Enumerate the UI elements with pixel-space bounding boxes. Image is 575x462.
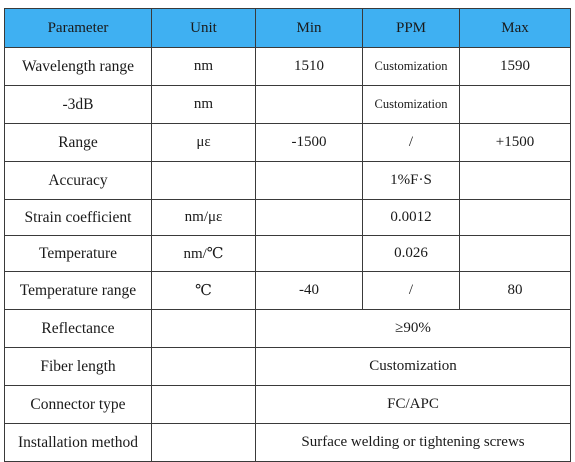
table-row: Reflectance ≥90% — [4, 309, 571, 348]
table-row: Range με -1500 / +1500 — [4, 123, 571, 162]
unit-cell — [151, 385, 256, 424]
header-min: Min — [255, 8, 363, 48]
table-row: Connector type FC/APC — [4, 385, 571, 424]
max-cell: +1500 — [459, 123, 571, 162]
unit-cell — [151, 161, 256, 200]
max-cell — [459, 161, 571, 200]
ppm-cell: Customization — [362, 85, 460, 124]
table-row: Strain coefficient nm/με 0.0012 — [4, 199, 571, 236]
parameter-cell: Installation method — [4, 423, 152, 462]
specification-table: Parameter Unit Min PPM Max Wavelength ra… — [4, 8, 571, 462]
table-row: Installation method Surface welding or t… — [4, 423, 571, 462]
table-row: Wavelength range nm 1510 Customization 1… — [4, 47, 571, 86]
ppm-cell: / — [362, 123, 460, 162]
table-row: Accuracy 1%F·S — [4, 161, 571, 200]
table-row: Temperature range ℃ -40 / 80 — [4, 271, 571, 310]
unit-cell: nm/℃ — [151, 235, 256, 272]
merged-value-cell: Customization — [255, 347, 571, 386]
header-parameter: Parameter — [4, 8, 152, 48]
header-unit: Unit — [151, 8, 256, 48]
merged-value-cell: Surface welding or tightening screws — [255, 423, 571, 462]
header-row: Parameter Unit Min PPM Max — [4, 8, 571, 48]
parameter-cell: Temperature range — [4, 271, 152, 310]
ppm-cell: / — [362, 271, 460, 310]
merged-value-cell: ≥90% — [255, 309, 571, 348]
table-row: -3dB nm Customization — [4, 85, 571, 124]
unit-cell: nm — [151, 47, 256, 86]
table-row: Fiber length Customization — [4, 347, 571, 386]
merged-value-cell: FC/APC — [255, 385, 571, 424]
unit-cell: με — [151, 123, 256, 162]
parameter-cell: Wavelength range — [4, 47, 152, 86]
unit-cell — [151, 309, 256, 348]
header-ppm: PPM — [362, 8, 460, 48]
parameter-cell: -3dB — [4, 85, 152, 124]
min-cell: 1510 — [255, 47, 363, 86]
max-cell — [459, 199, 571, 236]
table-row: Temperature nm/℃ 0.026 — [4, 235, 571, 272]
max-cell: 1590 — [459, 47, 571, 86]
parameter-cell: Fiber length — [4, 347, 152, 386]
unit-cell — [151, 423, 256, 462]
parameter-cell: Reflectance — [4, 309, 152, 348]
parameter-cell: Temperature — [4, 235, 152, 272]
parameter-cell: Range — [4, 123, 152, 162]
min-cell — [255, 85, 363, 124]
min-cell: -1500 — [255, 123, 363, 162]
ppm-cell: 1%F·S — [362, 161, 460, 200]
min-cell — [255, 199, 363, 236]
parameter-cell: Strain coefficient — [4, 199, 152, 236]
unit-cell: nm — [151, 85, 256, 124]
min-cell — [255, 235, 363, 272]
max-cell: 80 — [459, 271, 571, 310]
unit-cell: ℃ — [151, 271, 256, 310]
max-cell — [459, 235, 571, 272]
header-max: Max — [459, 8, 571, 48]
min-cell — [255, 161, 363, 200]
parameter-cell: Accuracy — [4, 161, 152, 200]
min-cell: -40 — [255, 271, 363, 310]
ppm-cell: 0.026 — [362, 235, 460, 272]
max-cell — [459, 85, 571, 124]
ppm-cell: Customization — [362, 47, 460, 86]
unit-cell: nm/με — [151, 199, 256, 236]
ppm-cell: 0.0012 — [362, 199, 460, 236]
parameter-cell: Connector type — [4, 385, 152, 424]
unit-cell — [151, 347, 256, 386]
